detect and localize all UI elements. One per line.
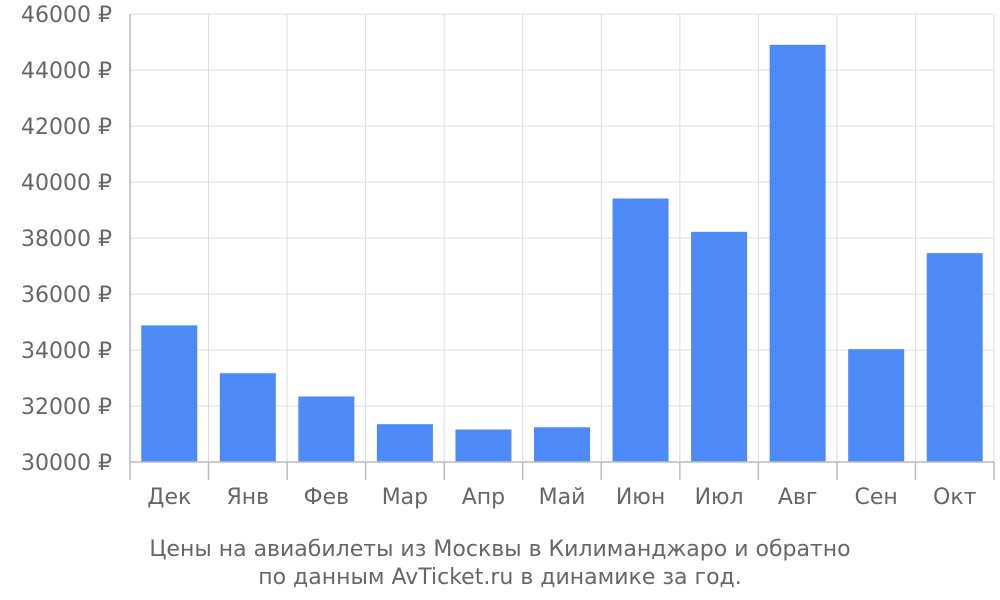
chart-title-line-1: Цены на авиабилеты из Москвы в Килимандж… xyxy=(149,537,850,562)
x-tick-label: Апр xyxy=(462,485,505,510)
bar-4 xyxy=(376,424,433,462)
y-tick-label: 46000 ₽ xyxy=(21,3,112,28)
y-tick-label: 42000 ₽ xyxy=(21,115,112,140)
y-tick-label: 30000 ₽ xyxy=(21,451,112,476)
chart-title-line-2: по данным AvTicket.ru в динамике за год. xyxy=(258,565,742,590)
x-tick-label: Май xyxy=(539,485,586,510)
x-tick-label: Фев xyxy=(304,485,349,510)
bar-3 xyxy=(298,396,355,462)
x-tick-label: Июл xyxy=(695,485,744,510)
bar-11 xyxy=(926,253,983,462)
x-tick-label: Сен xyxy=(855,485,898,510)
bar-10 xyxy=(848,349,905,462)
bars xyxy=(141,44,983,463)
bar-9 xyxy=(769,44,826,463)
y-tick-label: 40000 ₽ xyxy=(21,171,112,196)
y-tick-label: 36000 ₽ xyxy=(21,283,112,308)
y-tick-label: 38000 ₽ xyxy=(21,227,112,252)
x-tick-label: Июн xyxy=(616,485,665,510)
bar-7 xyxy=(612,198,669,462)
bar-2 xyxy=(219,373,276,462)
bar-5 xyxy=(455,429,512,462)
x-tick-label: Янв xyxy=(226,485,269,510)
y-tick-label: 44000 ₽ xyxy=(21,59,112,84)
x-tick-label: Дек xyxy=(147,485,191,510)
y-tick-label: 32000 ₽ xyxy=(21,395,112,420)
axes xyxy=(129,14,995,480)
bar-6 xyxy=(534,427,590,462)
y-tick-label: 34000 ₽ xyxy=(21,339,112,364)
x-axis-tick-labels: Дек Янв Фев Мар Апр Май Июн Июл Авг Сен Окт xyxy=(147,485,976,510)
bar-1 xyxy=(141,325,198,462)
x-tick-label: Окт xyxy=(933,485,977,510)
x-tick-label: Мар xyxy=(382,485,428,510)
bar-8 xyxy=(691,231,748,462)
grid xyxy=(130,13,995,463)
y-axis-tick-labels: 30000 ₽ 32000 ₽ 34000 ₽ 36000 ₽ 38000 ₽ 40000… xyxy=(21,3,112,476)
x-tick-label: Авг xyxy=(778,485,818,510)
